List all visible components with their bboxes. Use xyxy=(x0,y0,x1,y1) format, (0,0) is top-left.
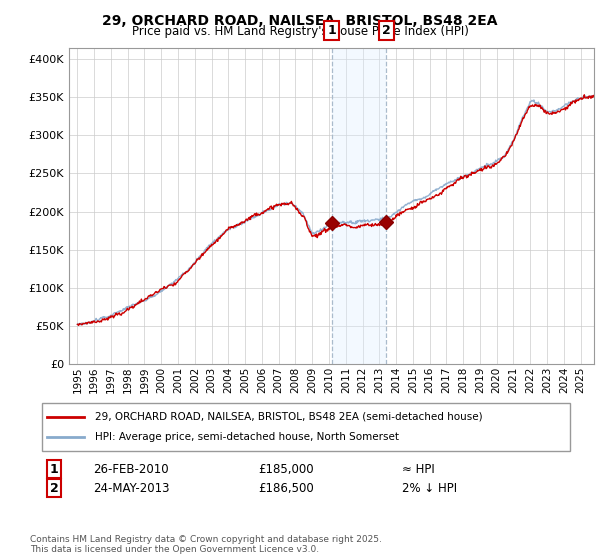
Text: £185,000: £185,000 xyxy=(258,463,314,476)
Text: 24-MAY-2013: 24-MAY-2013 xyxy=(93,482,170,495)
Text: 29, ORCHARD ROAD, NAILSEA, BRISTOL, BS48 2EA (semi-detached house): 29, ORCHARD ROAD, NAILSEA, BRISTOL, BS48… xyxy=(95,412,482,422)
Text: 1: 1 xyxy=(327,24,336,38)
Bar xyxy=(331,48,386,364)
Text: 2% ↓ HPI: 2% ↓ HPI xyxy=(402,482,457,495)
Text: HPI: Average price, semi-detached house, North Somerset: HPI: Average price, semi-detached house,… xyxy=(95,432,399,442)
Text: 2: 2 xyxy=(50,482,58,495)
FancyBboxPatch shape xyxy=(42,403,570,451)
Text: 29, ORCHARD ROAD, NAILSEA, BRISTOL, BS48 2EA: 29, ORCHARD ROAD, NAILSEA, BRISTOL, BS48… xyxy=(102,14,498,28)
Text: ≈ HPI: ≈ HPI xyxy=(402,463,435,476)
Text: 2: 2 xyxy=(382,24,391,38)
Text: £186,500: £186,500 xyxy=(258,482,314,495)
Text: Contains HM Land Registry data © Crown copyright and database right 2025.
This d: Contains HM Land Registry data © Crown c… xyxy=(30,535,382,554)
Text: 1: 1 xyxy=(50,463,58,476)
Text: Price paid vs. HM Land Registry's House Price Index (HPI): Price paid vs. HM Land Registry's House … xyxy=(131,25,469,38)
Text: 26-FEB-2010: 26-FEB-2010 xyxy=(93,463,169,476)
